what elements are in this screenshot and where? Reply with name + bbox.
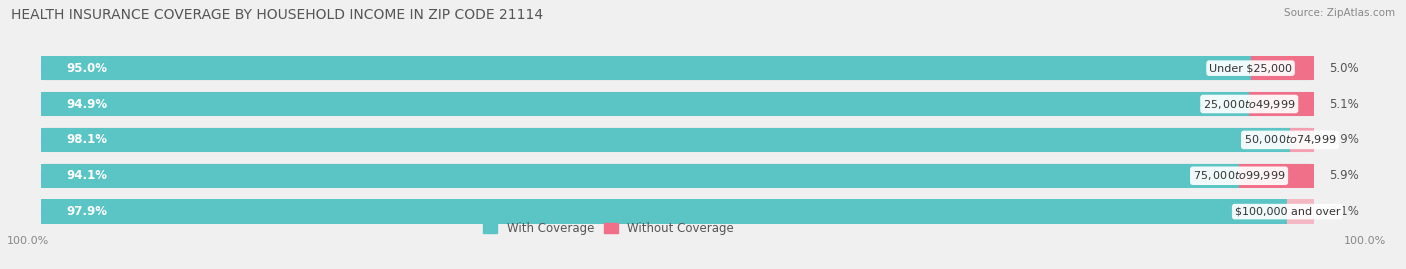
Bar <box>41 56 1250 80</box>
FancyBboxPatch shape <box>41 199 1315 224</box>
Bar <box>41 199 1288 224</box>
Text: $50,000 to $74,999: $50,000 to $74,999 <box>1244 133 1336 146</box>
Bar <box>41 92 1250 116</box>
FancyBboxPatch shape <box>41 56 1315 80</box>
Text: Under $25,000: Under $25,000 <box>1209 63 1292 73</box>
Legend: With Coverage, Without Coverage: With Coverage, Without Coverage <box>478 218 738 240</box>
Bar <box>1250 56 1315 80</box>
Text: 98.1%: 98.1% <box>66 133 107 146</box>
FancyBboxPatch shape <box>41 128 1315 152</box>
Bar <box>41 128 1291 152</box>
FancyBboxPatch shape <box>41 164 1315 188</box>
FancyBboxPatch shape <box>41 92 1315 116</box>
Bar <box>1239 164 1315 188</box>
Text: 1.9%: 1.9% <box>1330 133 1360 146</box>
Text: $75,000 to $99,999: $75,000 to $99,999 <box>1192 169 1285 182</box>
Text: 97.9%: 97.9% <box>66 205 107 218</box>
Bar <box>1288 199 1315 224</box>
Text: 95.0%: 95.0% <box>66 62 107 75</box>
Text: $25,000 to $49,999: $25,000 to $49,999 <box>1204 98 1295 111</box>
Text: 94.9%: 94.9% <box>66 98 107 111</box>
Text: 2.1%: 2.1% <box>1330 205 1360 218</box>
Bar <box>41 164 1239 188</box>
Text: 5.1%: 5.1% <box>1330 98 1360 111</box>
Bar <box>1291 128 1315 152</box>
Text: 94.1%: 94.1% <box>66 169 107 182</box>
Text: Source: ZipAtlas.com: Source: ZipAtlas.com <box>1284 8 1395 18</box>
Text: 5.0%: 5.0% <box>1330 62 1360 75</box>
Bar <box>1250 92 1315 116</box>
Text: $100,000 and over: $100,000 and over <box>1234 207 1340 217</box>
Text: 5.9%: 5.9% <box>1330 169 1360 182</box>
Text: HEALTH INSURANCE COVERAGE BY HOUSEHOLD INCOME IN ZIP CODE 21114: HEALTH INSURANCE COVERAGE BY HOUSEHOLD I… <box>11 8 543 22</box>
